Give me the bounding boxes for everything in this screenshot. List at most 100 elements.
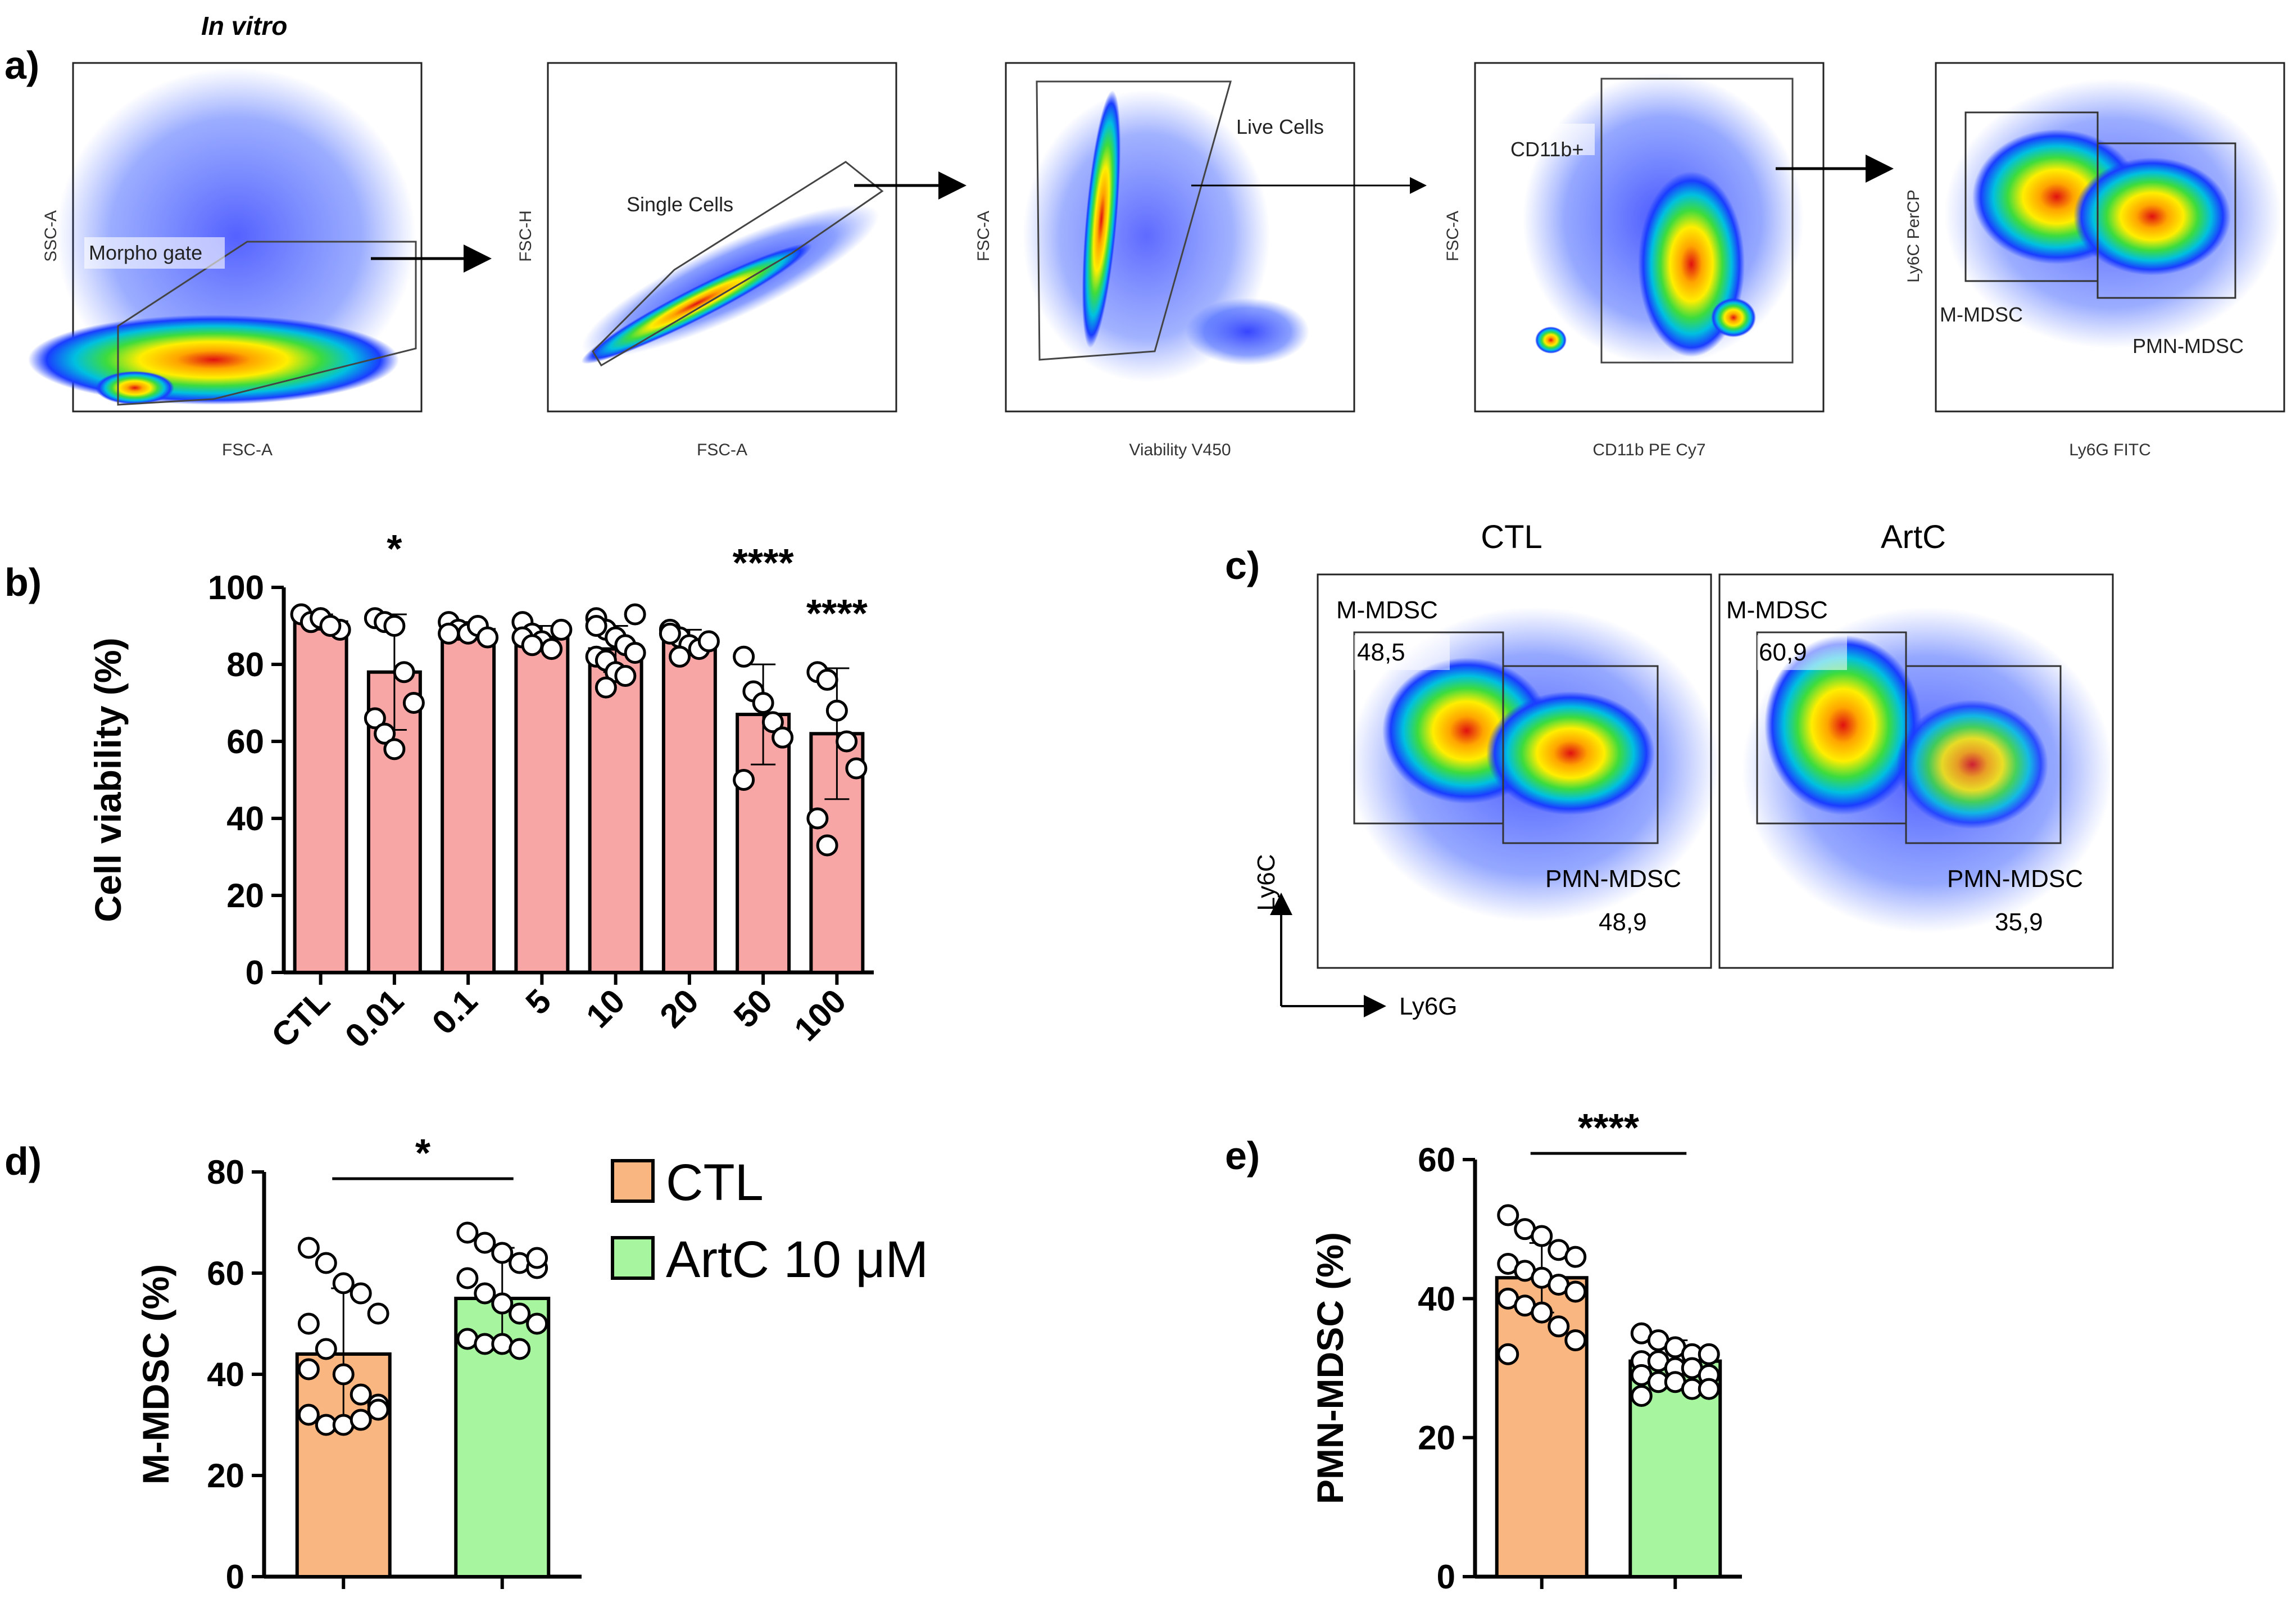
chart-b-ytick-label: 0 bbox=[246, 954, 264, 992]
facs-plot-3-y-axis: FSC-A bbox=[974, 211, 993, 261]
chart-b-point bbox=[614, 665, 637, 687]
chart-e-point bbox=[1531, 1225, 1553, 1247]
chart-d-point bbox=[474, 1232, 496, 1254]
facs-plot-5-gate-pmn-label: PMN-MDSC bbox=[2132, 334, 2244, 357]
chart-b-ytick-label: 60 bbox=[226, 723, 264, 761]
chart-d-point bbox=[526, 1247, 548, 1269]
panel-c-artc-pmn-value: 35,9 bbox=[1995, 908, 2043, 936]
chart-b-point bbox=[550, 618, 573, 641]
panel-c-ctl-m-label: M-MDSC bbox=[1336, 596, 1438, 624]
chart-b-point bbox=[761, 711, 784, 734]
facs-plot-4-x-axis: CD11b PE Cy7 bbox=[1592, 441, 1705, 459]
legend-label-artc: ArtC 10 μM bbox=[666, 1231, 928, 1288]
chart-b-point bbox=[364, 707, 386, 730]
chart-b-bar bbox=[661, 639, 717, 974]
chart-b-xtick-label: 0.01 bbox=[338, 982, 411, 1055]
chart-b-point bbox=[816, 668, 838, 691]
chart-d-ytick-label: 80 bbox=[207, 1153, 244, 1191]
panel-label-b: b) bbox=[4, 560, 42, 604]
chart-b-point bbox=[595, 676, 617, 699]
chart-b-point bbox=[806, 807, 829, 830]
chart-e-point bbox=[1497, 1204, 1519, 1226]
legend-swatch-artc bbox=[611, 1236, 655, 1280]
chart-b-point bbox=[845, 757, 868, 780]
chart-d-y-label: M-MDSC (%) bbox=[135, 1264, 176, 1484]
facs-plot-4-gate-label-bg bbox=[1506, 124, 1595, 155]
chart-e-point bbox=[1497, 1343, 1519, 1365]
chart-b-point bbox=[541, 638, 563, 660]
chart-b-point bbox=[624, 603, 646, 626]
chart-d: 0 20 40 60 80 M-MDSC (%) * bbox=[135, 1131, 582, 1596]
panel-c-plot-ctl: M-MDSC 48,5 PMN-MDSC 48,9 bbox=[1317, 573, 1719, 969]
chart-b-xtick-label: 0.1 bbox=[425, 982, 484, 1042]
chart-e-point bbox=[1548, 1315, 1570, 1338]
facs-plot-2-density bbox=[581, 243, 813, 364]
chart-b-point bbox=[521, 634, 543, 657]
chart-b-point bbox=[825, 699, 848, 722]
facs-plot-3-cloud-2 bbox=[1186, 298, 1309, 365]
panel-c-y-axis: Ly6C bbox=[1253, 854, 1280, 911]
facs-plot-4-density-3 bbox=[1535, 327, 1567, 354]
chart-e-y-label: PMN-MDSC (%) bbox=[1309, 1232, 1351, 1504]
chart-b-point bbox=[585, 615, 607, 637]
facs-plot-2-gate-label: Single Cells bbox=[627, 193, 733, 216]
chart-b-point bbox=[752, 692, 774, 714]
chart-e: 0 20 40 60 PMN-MDSC (%) **** bbox=[1309, 1106, 1742, 1596]
panel-c-plot-ctl-gate-pmn bbox=[1502, 665, 1659, 844]
panel-c-plot-artc-m-bg bbox=[1757, 635, 1847, 670]
chart-d-point bbox=[456, 1221, 479, 1244]
facs-plot-1-x-axis: FSC-A bbox=[222, 441, 273, 459]
facs-plot-5-gate-pmn bbox=[2097, 142, 2236, 299]
facs-plot-2-x-axis: FSC-A bbox=[697, 441, 747, 459]
chart-b-point bbox=[733, 769, 755, 791]
chart-b-point bbox=[477, 626, 499, 649]
facs-plot-2: Single Cells FSC-A FSC-H bbox=[516, 62, 897, 459]
chart-b-point bbox=[402, 692, 425, 714]
facs-plot-5-gate-m-label: M-MDSC bbox=[1940, 303, 2023, 326]
chart-e-ytick-label: 0 bbox=[1437, 1558, 1455, 1596]
facs-plot-4-y-axis: FSC-A bbox=[1444, 211, 1462, 261]
panel-label-c: c) bbox=[1225, 544, 1260, 587]
chart-b-point bbox=[393, 661, 415, 683]
chart-b-xtick-label: 10 bbox=[579, 982, 632, 1035]
chart-b-significance: * bbox=[387, 527, 402, 571]
panel-c-plot-ctl-m-bg bbox=[1354, 635, 1450, 670]
chart-b-point bbox=[383, 615, 406, 637]
chart-b-point bbox=[669, 645, 691, 668]
panel-c-x-axis: Ly6G bbox=[1399, 993, 1458, 1020]
chart-d-ytick-label: 20 bbox=[207, 1457, 244, 1495]
panel-c-artc-m-value: 60,9 bbox=[1759, 639, 1807, 666]
facs-plot-5-density-2 bbox=[2073, 157, 2231, 275]
facs-plot-1-density-2 bbox=[96, 371, 174, 405]
chart-d-point bbox=[297, 1312, 320, 1335]
chart-e-point bbox=[1564, 1329, 1587, 1352]
chart-e-point bbox=[1564, 1246, 1587, 1268]
panel-c-ctl-m-value: 48,5 bbox=[1357, 639, 1405, 666]
chart-b-point bbox=[659, 622, 681, 645]
chart-b-point bbox=[374, 722, 396, 745]
chart-d-point bbox=[474, 1282, 496, 1305]
chart-b: 0 20 40 60 80 100 Cell viability (%) CTL 0.01 * 0.… bbox=[87, 527, 874, 1055]
chart-d-ytick-label: 40 bbox=[207, 1356, 244, 1393]
chart-d-ytick-label: 60 bbox=[207, 1255, 244, 1292]
facs-plot-1-y-axis: SSC-A bbox=[42, 210, 60, 262]
chart-b-ytick-label: 40 bbox=[226, 800, 264, 838]
chart-b-point bbox=[438, 622, 460, 645]
chart-d-point bbox=[350, 1409, 372, 1431]
facs-plot-4-gate-label: CD11b+ bbox=[1510, 138, 1583, 161]
chart-b-point bbox=[733, 645, 755, 668]
chart-e-point bbox=[1698, 1378, 1720, 1400]
chart-d-point bbox=[315, 1252, 337, 1274]
chart-b-bar bbox=[514, 636, 570, 975]
chart-d-point bbox=[509, 1302, 531, 1325]
chart-e-point bbox=[1564, 1280, 1587, 1303]
chart-d-point bbox=[332, 1363, 355, 1386]
chart-d-ytick-label: 0 bbox=[226, 1558, 244, 1596]
legend: CTL ArtC 10 μM bbox=[611, 1154, 928, 1288]
panel-c-plot-ctl-density-2 bbox=[1486, 691, 1655, 815]
chart-d-point bbox=[526, 1312, 548, 1335]
chart-b-xtick-label: 100 bbox=[787, 982, 853, 1048]
facs-plot-3: Live Cells Viability V450 FSC-A bbox=[974, 62, 1355, 459]
facs-plot-1: Morpho gate FSC-A SSC-A bbox=[28, 62, 423, 459]
